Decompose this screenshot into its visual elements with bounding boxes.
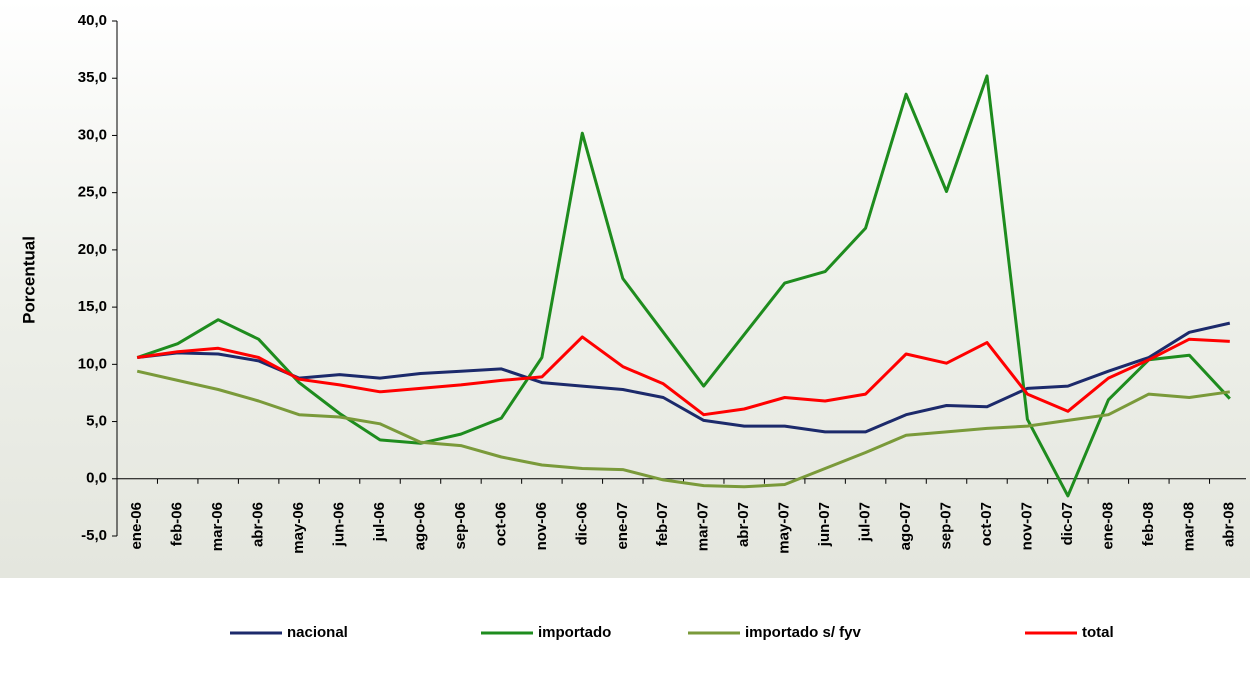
y-tick-label: 0,0 <box>86 470 107 487</box>
x-tick-label: jun-07 <box>816 502 833 547</box>
y-tick-label: 5,0 <box>86 413 107 430</box>
y-tick-label: 25,0 <box>78 184 107 201</box>
x-tick-label: mar-08 <box>1180 502 1197 551</box>
x-tick-label: may-06 <box>290 502 307 554</box>
x-tick-label: ago-07 <box>897 502 914 550</box>
x-tick-label: ene-08 <box>1099 502 1116 550</box>
x-tick-label: feb-06 <box>169 502 186 546</box>
y-tick-label: 15,0 <box>78 298 107 315</box>
x-tick-label: oct-06 <box>492 502 509 546</box>
x-tick-label: sep-07 <box>937 502 954 550</box>
x-tick-label: ene-06 <box>128 502 145 550</box>
legend-label: total <box>1082 624 1114 641</box>
x-tick-label: jul-06 <box>371 502 388 542</box>
y-tick-label: 10,0 <box>78 355 107 372</box>
series-line <box>136 74 1231 498</box>
x-tick-label: ago-06 <box>411 502 428 550</box>
series-line <box>136 369 1231 489</box>
x-tick-label: feb-08 <box>1140 502 1157 546</box>
series-line <box>136 335 1230 417</box>
x-tick-label: nov-06 <box>533 502 550 550</box>
y-tick-label: 20,0 <box>78 241 107 258</box>
x-tick-label: jun-06 <box>331 502 348 547</box>
x-tick-label: ene-07 <box>614 502 631 550</box>
x-tick-label: jul-07 <box>857 502 874 542</box>
x-tick-label: dic-07 <box>1059 502 1076 545</box>
x-tick-label: dic-06 <box>573 502 590 545</box>
y-tick-label: 40,0 <box>78 12 107 29</box>
x-tick-label: nov-07 <box>1018 502 1035 550</box>
x-tick-label: mar-07 <box>695 502 712 551</box>
y-axis-label: Porcentual <box>19 236 38 324</box>
legend-label: importado <box>538 624 611 641</box>
x-tick-label: may-07 <box>776 502 793 554</box>
x-tick-label: sep-06 <box>452 502 469 550</box>
legend-label: nacional <box>287 624 348 641</box>
x-tick-label: mar-06 <box>209 502 226 551</box>
series-line <box>137 321 1231 434</box>
x-tick-label: abr-08 <box>1221 502 1238 547</box>
x-tick-label: abr-07 <box>735 502 752 547</box>
y-tick-label: -5,0 <box>81 527 107 544</box>
x-tick-label: abr-06 <box>250 502 267 547</box>
background <box>0 0 1250 578</box>
x-tick-label: feb-07 <box>654 502 671 546</box>
legend-label: importado s/ fyv <box>745 624 862 641</box>
y-tick-label: 35,0 <box>78 69 107 86</box>
x-tick-label: oct-07 <box>978 502 995 546</box>
y-tick-label: 30,0 <box>78 126 107 143</box>
